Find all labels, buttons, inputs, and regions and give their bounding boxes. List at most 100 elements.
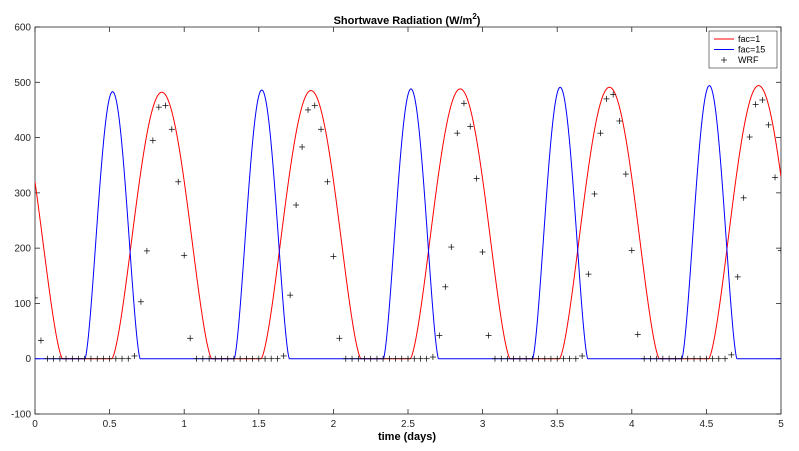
wrf-point xyxy=(697,355,704,362)
wrf-point xyxy=(199,355,206,362)
wrf-point xyxy=(591,190,598,197)
x-tick-label: 0 xyxy=(32,419,38,430)
wrf-point xyxy=(566,355,573,362)
wrf-point xyxy=(653,355,660,362)
wrf-point xyxy=(734,273,741,280)
wrf-point xyxy=(691,355,698,362)
wrf-point xyxy=(547,355,554,362)
wrf-point xyxy=(155,104,162,111)
wrf-point xyxy=(318,126,325,133)
wrf-point xyxy=(579,352,586,359)
wrf-point xyxy=(94,355,101,362)
chart-title: Shortwave Radiation (W/m2) xyxy=(334,12,481,27)
wrf-point xyxy=(703,355,710,362)
wrf-point xyxy=(554,355,561,362)
wrf-point xyxy=(746,134,753,141)
wrf-point xyxy=(262,355,269,362)
wrf-point xyxy=(81,355,88,362)
wrf-point xyxy=(324,178,331,185)
wrf-point xyxy=(255,355,262,362)
wrf-point xyxy=(541,355,548,362)
wrf-point xyxy=(715,355,722,362)
wrf-point xyxy=(622,171,629,178)
wrf-point xyxy=(125,355,132,362)
wrf-point xyxy=(411,355,418,362)
wrf-point xyxy=(752,101,759,108)
wrf-point xyxy=(35,294,38,301)
x-tick-label: 1 xyxy=(181,419,187,430)
wrf-point xyxy=(728,351,735,358)
wrf-point xyxy=(597,130,604,137)
wrf-point xyxy=(485,332,492,339)
wrf-point xyxy=(454,130,461,137)
wrf-point xyxy=(634,331,641,338)
y-tick-label: 0 xyxy=(25,354,31,365)
wrf-point xyxy=(224,355,231,362)
wrf-point xyxy=(299,143,306,150)
wrf-point xyxy=(206,355,213,362)
wrf-point xyxy=(398,355,405,362)
wrf-point xyxy=(380,355,387,362)
wrf-point xyxy=(529,355,536,362)
wrf-point xyxy=(50,355,57,362)
wrf-point xyxy=(516,355,523,362)
wrf-point xyxy=(293,202,300,209)
wrf-point xyxy=(448,244,455,251)
wrf-point xyxy=(684,355,691,362)
wrf-point xyxy=(647,355,654,362)
wrf-point xyxy=(510,355,517,362)
wrf-point xyxy=(504,355,511,362)
wrf-point xyxy=(75,355,82,362)
wrf-point xyxy=(641,355,648,362)
wrf-point xyxy=(498,355,505,362)
wrf-point xyxy=(678,355,685,362)
wrf-point xyxy=(305,106,312,113)
wrf-point xyxy=(162,102,169,109)
wrf-point xyxy=(560,355,567,362)
wrf-point xyxy=(778,247,781,254)
x-tick-label: 5 xyxy=(778,419,784,430)
wrf-point xyxy=(740,194,747,201)
wrf-point xyxy=(143,247,150,254)
wrf-point xyxy=(100,355,107,362)
wrf-point xyxy=(181,252,188,259)
wrf-point xyxy=(311,102,318,109)
wrf-point xyxy=(69,355,76,362)
wrf-point xyxy=(572,355,579,362)
wrf-point xyxy=(405,355,411,362)
wrf-point xyxy=(460,100,467,107)
x-tick-label: 4.5 xyxy=(699,419,713,430)
wrf-point xyxy=(759,96,766,103)
wrf-point xyxy=(392,355,399,362)
y-tick-label: 300 xyxy=(14,188,31,199)
wrf-point xyxy=(523,355,530,362)
x-tick-label: 3 xyxy=(480,419,486,430)
wrf-point xyxy=(118,355,125,362)
wrf-point xyxy=(436,332,443,339)
wrf-point xyxy=(603,95,610,102)
wrf-point xyxy=(659,355,666,362)
wrf-point xyxy=(187,335,194,342)
wrf-point xyxy=(765,121,772,128)
wrf-point xyxy=(175,178,182,185)
y-tick-label: 100 xyxy=(14,299,31,310)
wrf-point xyxy=(137,298,144,305)
legend-label: fac=1 xyxy=(738,34,760,44)
wrf-point xyxy=(230,355,237,362)
wrf-point xyxy=(429,354,436,361)
x-tick-label: 2 xyxy=(331,419,337,430)
wrf-point xyxy=(616,117,623,124)
wrf-point xyxy=(386,355,393,362)
wrf-point xyxy=(336,335,343,342)
wrf-point xyxy=(373,355,380,362)
wrf-point xyxy=(218,355,225,362)
y-tick-label: 400 xyxy=(14,133,31,144)
wrf-point xyxy=(610,91,617,98)
y-tick-label: -100 xyxy=(11,410,31,421)
wrf-point xyxy=(349,355,356,362)
wrf-point xyxy=(87,355,94,362)
wrf-point xyxy=(243,355,250,362)
